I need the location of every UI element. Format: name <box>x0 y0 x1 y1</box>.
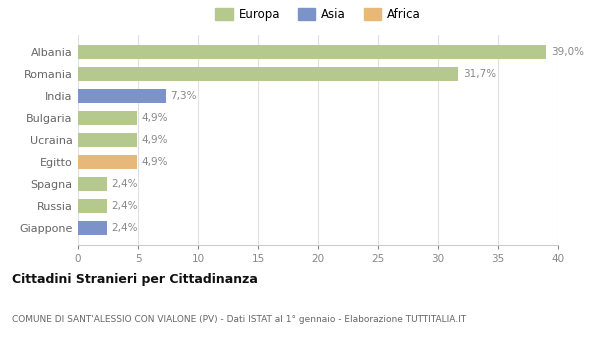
Bar <box>78 133 137 147</box>
Text: 2,4%: 2,4% <box>112 223 138 233</box>
Text: 4,9%: 4,9% <box>142 135 168 145</box>
Text: 2,4%: 2,4% <box>112 201 138 211</box>
Bar <box>78 89 166 103</box>
Text: 7,3%: 7,3% <box>170 91 197 101</box>
Bar <box>78 221 107 236</box>
Text: COMUNE DI SANT'ALESSIO CON VIALONE (PV) - Dati ISTAT al 1° gennaio - Elaborazion: COMUNE DI SANT'ALESSIO CON VIALONE (PV) … <box>12 315 466 324</box>
Bar <box>78 199 107 214</box>
Bar <box>78 155 137 169</box>
Text: 39,0%: 39,0% <box>551 47 584 57</box>
Text: 2,4%: 2,4% <box>112 179 138 189</box>
Text: 31,7%: 31,7% <box>463 69 496 79</box>
Text: 4,9%: 4,9% <box>142 157 168 167</box>
Bar <box>78 66 458 81</box>
Text: Cittadini Stranieri per Cittadinanza: Cittadini Stranieri per Cittadinanza <box>12 273 258 286</box>
Bar <box>78 111 137 125</box>
Bar <box>78 44 546 59</box>
Legend: Europa, Asia, Africa: Europa, Asia, Africa <box>211 5 425 25</box>
Bar <box>78 177 107 191</box>
Text: 4,9%: 4,9% <box>142 113 168 123</box>
